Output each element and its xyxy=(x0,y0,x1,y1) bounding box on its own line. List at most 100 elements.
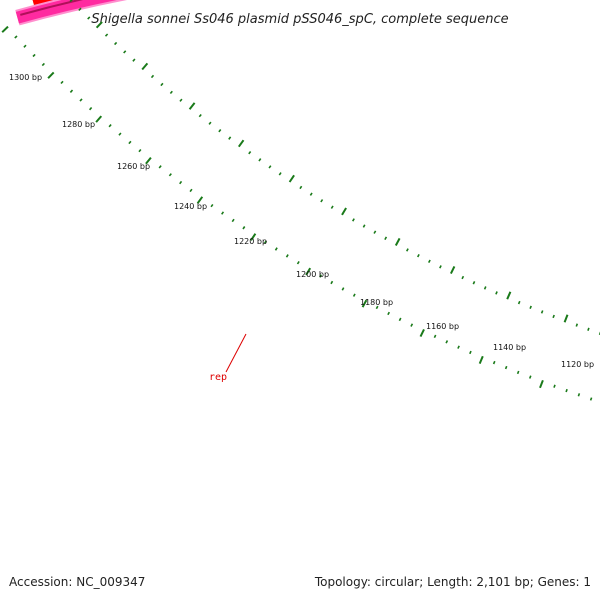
major-tick xyxy=(506,291,512,300)
minor-tick xyxy=(169,90,173,95)
tick-label-1300: 1300 bp xyxy=(9,73,42,82)
tick-label-1180: 1180 bp xyxy=(360,298,393,307)
forward-feature-arc xyxy=(32,0,67,9)
major-tick xyxy=(419,328,425,338)
minor-tick xyxy=(565,388,568,393)
major-tick xyxy=(361,299,368,308)
minor-tick xyxy=(373,230,377,234)
minor-tick xyxy=(198,113,202,118)
minor-tick xyxy=(495,291,498,295)
major-tick xyxy=(196,196,204,204)
minor-tick xyxy=(375,305,379,310)
minor-tick xyxy=(14,35,18,39)
minor-tick xyxy=(577,393,581,397)
minor-tick xyxy=(457,345,460,349)
major-tick xyxy=(95,21,103,29)
major-tick xyxy=(539,379,544,389)
tick-label-1140: 1140 bp xyxy=(493,343,526,352)
minor-tick xyxy=(362,224,366,228)
major-tick xyxy=(288,174,295,183)
minor-tick xyxy=(492,360,496,365)
minor-tick xyxy=(189,188,193,193)
minor-tick xyxy=(221,211,225,215)
minor-tick xyxy=(439,265,442,269)
minor-tick xyxy=(123,50,127,54)
major-tick xyxy=(141,62,149,71)
minor-tick xyxy=(228,136,232,140)
major-tick xyxy=(450,265,456,275)
minor-tick xyxy=(78,7,82,11)
minor-tick xyxy=(398,317,402,322)
minor-tick xyxy=(352,293,356,297)
minor-tick xyxy=(330,280,334,285)
major-tick xyxy=(563,314,569,323)
major-tick xyxy=(237,139,245,148)
minor-tick xyxy=(218,129,222,133)
outer-scale-ticks xyxy=(69,0,600,335)
minor-tick xyxy=(258,158,262,162)
minor-tick xyxy=(114,41,118,46)
minor-tick xyxy=(427,259,431,263)
forward-feature-edge xyxy=(32,0,75,11)
inner-scale-ticks xyxy=(1,25,593,401)
tick-label-1260: 1260 bp xyxy=(117,162,150,171)
minor-tick xyxy=(138,149,142,153)
minor-tick xyxy=(88,106,93,111)
accession-text: Accession: NC_009347 xyxy=(9,575,145,589)
minor-tick xyxy=(589,397,593,401)
minor-tick xyxy=(540,310,544,314)
minor-tick xyxy=(416,254,420,258)
tick-label-1220: 1220 bp xyxy=(234,237,267,246)
minor-tick xyxy=(405,248,409,252)
minor-tick xyxy=(410,323,414,327)
minor-tick xyxy=(319,274,322,278)
major-tick xyxy=(250,233,257,241)
minor-tick xyxy=(69,0,73,3)
minor-tick xyxy=(210,203,214,208)
major-tick xyxy=(305,267,312,276)
minor-tick xyxy=(528,375,532,379)
minor-tick xyxy=(299,185,303,190)
minor-tick xyxy=(469,350,472,355)
minor-tick xyxy=(150,74,155,79)
summary-text: Topology: circular; Length: 2,101 bp; Ge… xyxy=(314,575,591,589)
minor-tick xyxy=(79,98,83,102)
minor-tick xyxy=(132,58,136,62)
tick-label-1200: 1200 bp xyxy=(296,270,329,279)
backbone-arc xyxy=(45,0,600,370)
minor-tick xyxy=(41,62,45,67)
minor-tick xyxy=(278,172,282,176)
minor-tick xyxy=(179,180,183,185)
gene-label-leader xyxy=(225,333,247,373)
tick-label-1120: 1120 bp xyxy=(561,360,594,369)
minor-tick xyxy=(168,173,172,177)
major-tick xyxy=(47,71,55,79)
minor-tick xyxy=(268,165,272,169)
minor-tick xyxy=(208,121,212,125)
minor-tick xyxy=(330,205,334,209)
major-tick xyxy=(394,237,401,246)
minor-tick xyxy=(341,287,345,291)
minor-tick xyxy=(231,218,235,223)
minor-tick xyxy=(296,260,300,265)
major-tick xyxy=(1,25,9,33)
minor-tick xyxy=(158,165,162,169)
minor-tick xyxy=(483,286,487,290)
minor-tick xyxy=(108,124,112,128)
minor-tick xyxy=(32,53,36,58)
minor-tick xyxy=(575,323,579,327)
minor-tick xyxy=(242,226,246,230)
minor-tick xyxy=(87,16,91,20)
minor-tick xyxy=(472,281,476,285)
minor-tick xyxy=(104,33,109,37)
minor-tick xyxy=(60,80,64,85)
major-tick xyxy=(188,102,196,110)
minor-tick xyxy=(445,340,449,344)
minor-tick xyxy=(587,327,590,331)
minor-tick xyxy=(433,334,437,339)
minor-tick xyxy=(461,275,465,280)
gene-label-rep: rep xyxy=(209,372,227,383)
major-tick xyxy=(145,156,152,165)
major-tick xyxy=(95,115,103,123)
